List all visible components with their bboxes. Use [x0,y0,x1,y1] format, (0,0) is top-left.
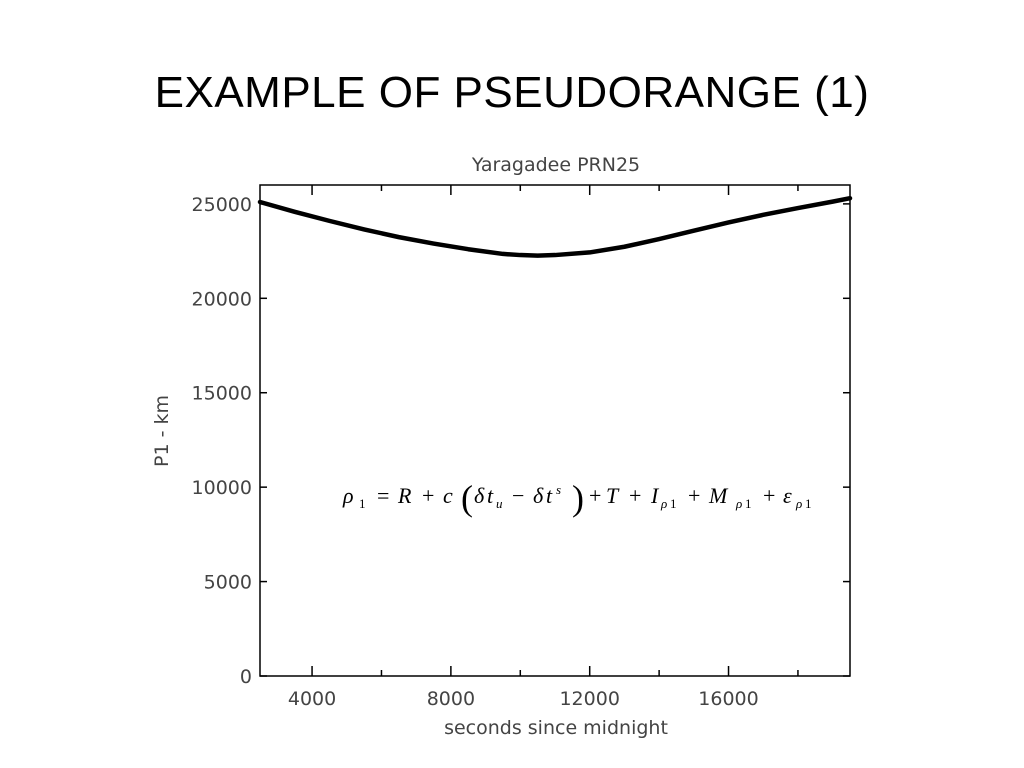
eq-right-paren: ) [572,478,584,518]
svg-text:( ): ( ) [461,478,584,518]
eq-I-sub-rho: ρ [660,496,667,511]
series-line-p1 [257,195,853,258]
eq-t-2: t [546,483,553,508]
plot-frame [259,184,851,677]
eq-M-sub-rho: ρ [735,496,742,511]
y-axis-label: P1 - km [151,395,173,467]
svg-text:ρ 1 = R: ρ 1 = R + c δ t u − δ t s + T + I ρ 1 + … [342,474,812,513]
eq-M-sub-1: 1 [745,496,752,511]
pseudorange-equation: ρ 1 = R + c δ t u − δ t s + T + I ρ 1 + … [342,474,812,518]
y-tick-label-25000: 25000 [192,194,252,216]
eq-c: c [443,483,453,508]
eq-minus: − [512,483,524,508]
y-axis-tick-labels: 0 5000 10000 15000 20000 25000 [192,194,252,688]
eq-I: I [650,483,660,508]
y-tick-label-15000: 15000 [192,383,252,405]
x-tick-label-16000: 16000 [698,688,758,710]
y-axis-ticks [260,203,850,677]
eq-eps-sub-rho: ρ [795,496,802,511]
slide-title: EXAMPLE OF PSEUDORANGE (1) [154,68,870,117]
eq-plus-3: + [629,483,641,508]
x-tick-label-8000: 8000 [427,688,475,710]
eq-plus-5: + [763,483,775,508]
y-tick-label-0: 0 [240,666,252,688]
eq-M: M [708,483,729,508]
chart-title: Yaragadee PRN25 [471,154,640,176]
x-tick-label-12000: 12000 [559,688,619,710]
x-axis-ticks [311,185,799,676]
eq-plus-1: + [422,483,434,508]
eq-delta-1: δ [474,483,485,508]
x-axis-label: seconds since midnight [444,717,668,739]
eq-rho-sub: 1 [359,496,366,511]
eq-t-sub-u: u [496,496,503,511]
eq-equals: = [377,483,389,508]
eq-left-paren: ( [461,478,473,518]
eq-t-1: t [487,483,494,508]
eq-eps-sub-1: 1 [805,496,812,511]
eq-T: T [606,483,620,508]
eq-delta-2: δ [533,483,544,508]
eq-plus-2: + [589,483,601,508]
eq-t-sup-s: s [556,482,561,497]
eq-rho: ρ [342,483,354,508]
eq-epsilon: ε [783,483,792,508]
eq-R: R [397,483,412,508]
y-tick-label-20000: 20000 [192,288,252,310]
x-axis-tick-labels: 4000 8000 12000 16000 [288,688,759,710]
eq-plus-4: + [688,483,700,508]
y-tick-label-10000: 10000 [192,477,252,499]
eq-I-sub-1: 1 [670,496,677,511]
x-tick-label-4000: 4000 [288,688,336,710]
y-tick-label-5000: 5000 [204,572,252,594]
